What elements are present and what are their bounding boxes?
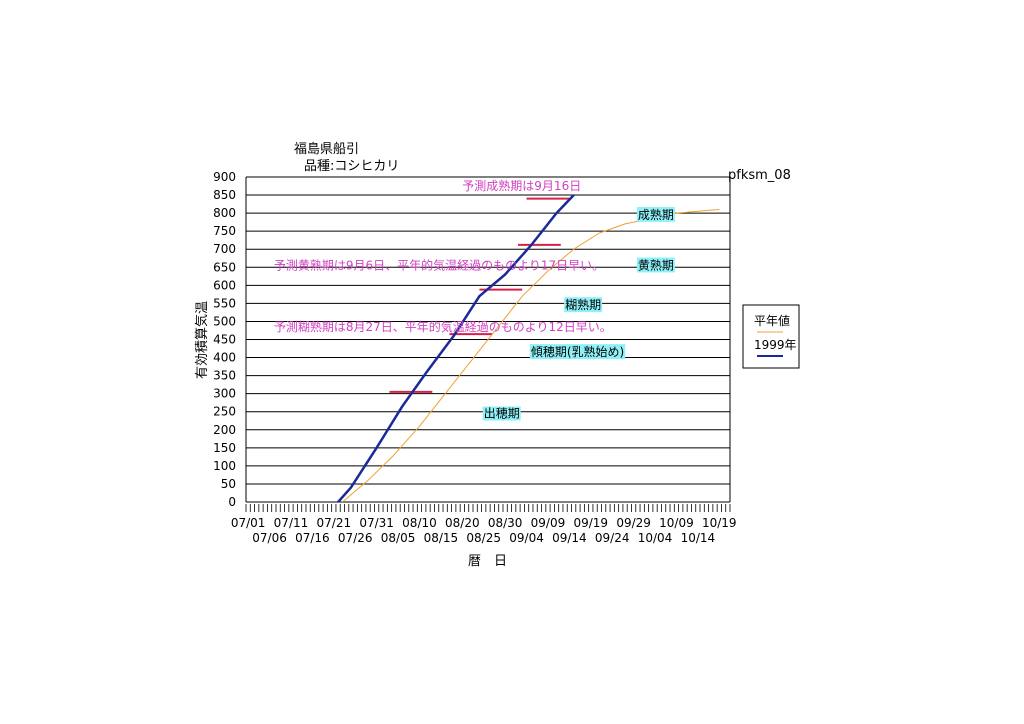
y-axis-label: 有効積算気温 [194,301,210,379]
x-tick-label: 09/09 [531,516,566,530]
y-tick-label: 100 [213,459,236,473]
x-tick-label: 07/16 [295,531,330,545]
chart-id-label: pfksm_08 [728,168,791,183]
x-tick-label: 10/09 [659,516,694,530]
x-tick-label: 07/31 [359,516,394,530]
stage-label-bg [636,257,675,273]
legend-label-current: 1999年 [754,338,797,352]
y-tick-label: 650 [213,260,236,274]
stage-label-bg [636,206,675,222]
stage-label: 黄熟期 [636,257,675,273]
stage-label-bg [564,297,603,313]
chart-subtitle: 品種:コシヒカリ [304,158,399,174]
y-tick-label: 300 [213,387,236,401]
chart-title: 福島県船引 [294,142,359,157]
x-tick-label: 09/19 [573,516,608,530]
stage-label-bg [482,406,521,421]
stage-label: 傾穂期(乳熟始め) [529,344,626,360]
y-tick-label: 900 [213,170,236,184]
x-tick-label: 10/14 [681,531,716,545]
y-tick-label: 850 [213,188,236,202]
y-tick-label: 700 [213,242,236,256]
stage-label-text: 出穂期 [484,407,520,421]
y-tick-label: 600 [213,278,236,292]
x-tick-label: 07/21 [317,516,352,530]
legend-label-normal: 平年値 [754,313,790,328]
stage-label-text: 糊熟期 [565,297,601,312]
x-tick-label: 09/14 [552,531,587,545]
legend-box [742,304,800,369]
x-tick-label: 08/05 [381,531,416,545]
y-tick-label: 350 [213,369,236,383]
y-tick-label: 550 [213,296,236,310]
stage-label: 成熟期 [636,206,675,222]
y-tick-label: 150 [213,441,236,455]
x-tick-label: 08/25 [466,531,501,545]
y-tick-label: 400 [213,351,236,365]
x-tick-label: 07/11 [274,516,309,530]
y-tick-label: 800 [213,206,236,220]
stage-label-text: 傾穂期(乳熟始め) [531,344,624,359]
x-tick-label: 09/04 [509,531,544,545]
annotation-text: 予測成熟期は9月16日 [462,178,581,193]
stage-label: 出穂期 [482,406,521,421]
x-tick-label: 08/15 [424,531,459,545]
x-axis-label: 暦 日 [468,554,507,569]
y-tick-label: 750 [213,224,236,238]
stage-label-text: 成熟期 [638,207,674,222]
x-tick-label: 08/10 [402,516,437,530]
y-tick-label: 450 [213,333,236,347]
annotation-text: 予測糊熟期は8月27日、平年的気温経過のものより12日早い。 [274,319,612,334]
x-tick-label: 10/04 [638,531,673,545]
stage-label-text: 黄熟期 [638,257,674,272]
x-tick-label: 07/26 [338,531,373,545]
y-tick-label: 0 [228,495,236,509]
x-tick-label: 07/06 [252,531,287,545]
x-tick-label: 08/20 [445,516,480,530]
y-tick-label: 50 [221,477,236,491]
y-tick-label: 500 [213,314,236,328]
stage-label: 糊熟期 [564,297,603,313]
y-tick-label: 200 [213,423,236,437]
x-tick-label: 07/01 [231,516,266,530]
x-tick-label: 10/19 [702,516,737,530]
y-tick-label: 250 [213,405,236,419]
series-line-1999 [337,194,575,503]
stage-label-bg [529,344,626,360]
x-tick-label: 09/29 [616,516,651,530]
x-tick-label: 09/24 [595,531,630,545]
annotation-text: 予測黄熟期は9月6日、平年的気温経過のものより17日早い。 [274,257,604,272]
x-tick-label: 08/30 [488,516,523,530]
